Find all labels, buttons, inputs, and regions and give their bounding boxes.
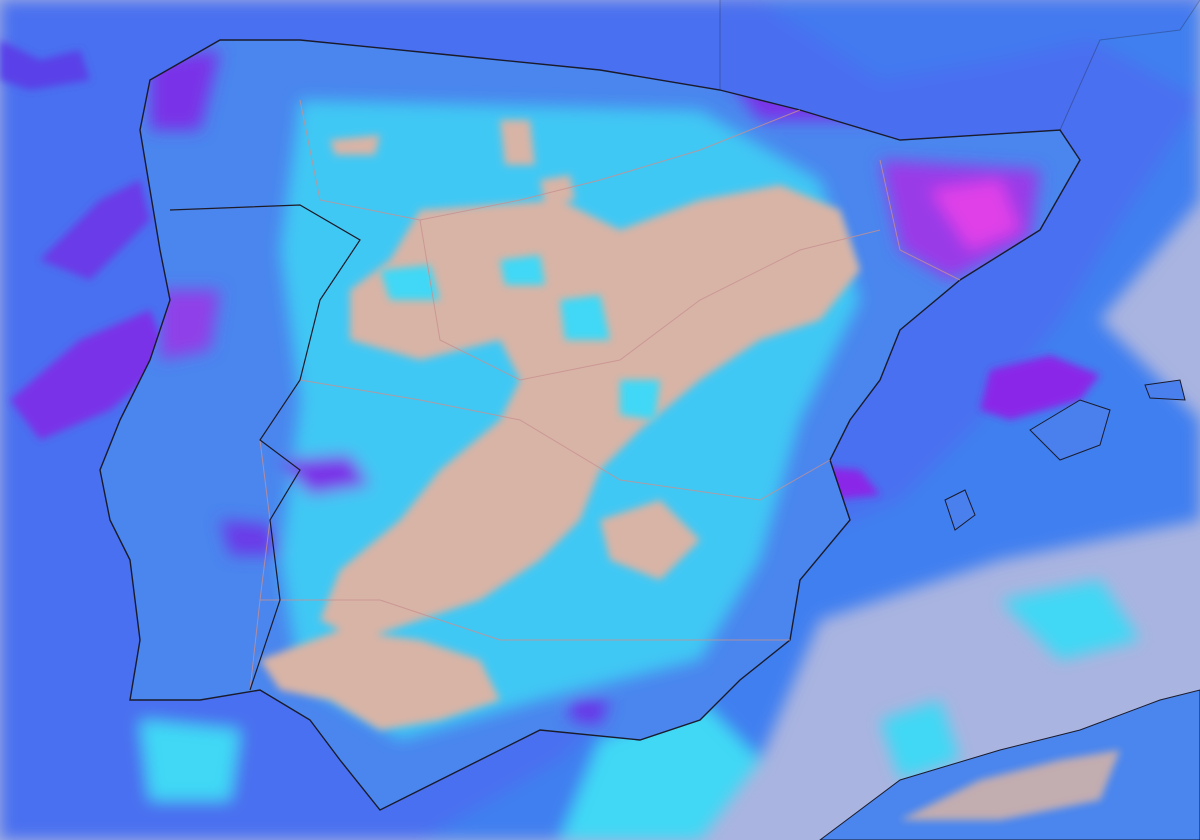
france: [719, 0, 1200, 141]
dry-areas: [260, 120, 860, 730]
light-precip-patches: [380, 255, 660, 420]
portugal-border: [169, 204, 361, 691]
heavy-precip-sea: [0, 40, 1100, 500]
coastline: [99, 39, 1081, 811]
balearic-islands: [944, 379, 1186, 531]
north-africa: [819, 689, 1200, 840]
region-borders: [169, 99, 961, 691]
